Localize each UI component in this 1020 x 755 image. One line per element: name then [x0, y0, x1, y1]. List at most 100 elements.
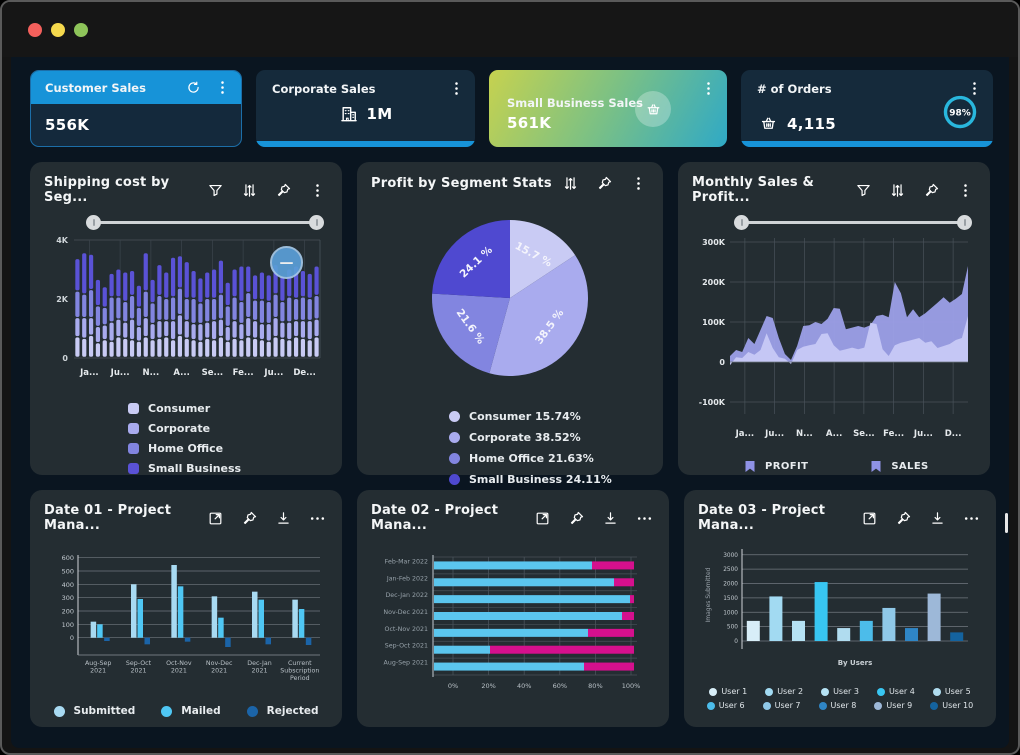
kpi-value: 1M — [366, 105, 393, 123]
kpi-card-header: # of Orders — [741, 70, 993, 96]
svg-text:De...: De... — [293, 368, 316, 378]
legend-item[interactable]: Small Business 24.11% — [449, 473, 649, 486]
legend-item[interactable]: Consumer — [128, 402, 328, 415]
svg-text:0%: 0% — [448, 682, 458, 690]
legend-item[interactable]: User 10 — [930, 701, 973, 710]
slider-handle-right[interactable] — [957, 215, 972, 230]
download-icon[interactable] — [275, 510, 292, 527]
legend-item[interactable]: User 1 — [709, 687, 747, 696]
kpi-card-small-business-sales[interactable]: Small Business Sales 561K — [489, 70, 727, 147]
minimize-button[interactable] — [51, 22, 65, 37]
pin-icon[interactable] — [923, 182, 940, 199]
expand-icon[interactable] — [861, 510, 878, 527]
range-slider[interactable] — [86, 214, 324, 230]
legend-item[interactable]: User 5 — [932, 687, 971, 696]
slider-handle-left[interactable] — [734, 215, 749, 230]
kpi-card-orders[interactable]: # of Orders 4,115 98% — [741, 70, 993, 147]
svg-text:Sep-Oct 2021: Sep-Oct 2021 — [385, 643, 428, 650]
close-button[interactable] — [28, 22, 42, 37]
chart-legend: User 1 User 2 User 3 User 4 User 5 User 6 User… — [698, 687, 982, 710]
svg-text:300: 300 — [62, 594, 74, 602]
legend-item[interactable]: PROFIT — [744, 460, 808, 473]
date03-bar-chart[interactable]: 0 500 1000 1500 2000 2500 3000 Images Submitted… — [698, 541, 982, 681]
shipping-cost-chart[interactable]: 4K 2K 0 Ja... Ju... N... A... Se... Fe... Ju... De… — [44, 230, 328, 392]
svg-text:2500: 2500 — [723, 567, 738, 573]
svg-text:A...: A... — [826, 429, 842, 439]
pin-icon[interactable] — [568, 510, 585, 527]
legend-item[interactable]: Corporate 38.52% — [449, 431, 649, 444]
legend-item[interactable]: Rejected — [246, 705, 318, 717]
kebab-menu-icon[interactable] — [214, 79, 231, 96]
svg-text:Ju...: Ju... — [764, 429, 784, 439]
filter-icon[interactable] — [855, 182, 872, 199]
legend-item[interactable]: User 8 — [818, 701, 856, 710]
panel-toolbar — [207, 182, 328, 199]
slider-handle-right[interactable] — [309, 215, 324, 230]
legend-item[interactable]: User 4 — [876, 687, 915, 696]
svg-text:N...: N... — [142, 368, 159, 378]
expand-icon[interactable] — [207, 510, 224, 527]
filter-icon[interactable] — [207, 182, 224, 199]
legend-item[interactable]: User 3 — [821, 687, 859, 696]
kpi-card-customer-sales[interactable]: Customer Sales 556K — [30, 70, 242, 147]
svg-text:Nov-Dec 2021: Nov-Dec 2021 — [383, 609, 428, 616]
legend-item[interactable]: User 6 — [706, 701, 745, 710]
zoom-button[interactable] — [74, 22, 88, 37]
download-icon[interactable] — [929, 510, 946, 527]
sliders-icon[interactable] — [562, 175, 579, 192]
date02-hbar-chart[interactable]: 0% 20% 40% 60% 80% 100% Feb-Mar 2022 Jan-Feb 20… — [371, 549, 655, 717]
pin-icon[interactable] — [596, 175, 613, 192]
legend-item[interactable]: Submitted — [53, 705, 135, 717]
legend-item[interactable]: Small Business — [128, 462, 328, 475]
legend-item[interactable]: User 2 — [765, 687, 803, 696]
date01-bar-chart[interactable]: 0 100 200 300 400 500 600 Aug-Sep 2021 Sep-Oct 202… — [44, 549, 328, 701]
legend-item[interactable]: Home Office 21.63% — [449, 452, 649, 465]
sliders-icon[interactable] — [889, 182, 906, 199]
svg-text:0: 0 — [734, 639, 738, 645]
panel-toolbar — [861, 510, 982, 527]
kebab-menu-icon[interactable] — [448, 80, 465, 97]
monthly-sales-profit-chart[interactable]: 300K 200K 100K 0 -100K Ja... Ju... N... A... Se..… — [692, 230, 976, 458]
kpi-title: Corporate Sales — [272, 82, 376, 96]
zoom-out-button[interactable]: — — [270, 246, 303, 279]
charts-row-1: Shipping cost by Seg... 4K 2K 0 Ja... Ju... N… — [30, 162, 990, 486]
slider-handle-left[interactable] — [86, 215, 101, 230]
titlebar — [2, 2, 1018, 57]
ellipsis-icon[interactable] — [636, 510, 653, 527]
kebab-menu-icon[interactable] — [966, 80, 983, 97]
pin-icon[interactable] — [275, 182, 292, 199]
kpi-card-corporate-sales[interactable]: Corporate Sales 1M — [256, 70, 475, 147]
panel-date02: Date 02 - Project Mana... 0% 20% 40% 60% 80%… — [357, 490, 669, 727]
sliders-icon[interactable] — [241, 182, 258, 199]
pin-icon[interactable] — [241, 510, 258, 527]
legend-item[interactable]: SALES — [870, 460, 928, 473]
profit-pie-chart[interactable]: 15.7 %38.5 %21.6 %24.1 % — [405, 198, 615, 398]
svg-text:40%: 40% — [517, 682, 531, 690]
kebab-icon[interactable] — [630, 175, 647, 192]
legend-item[interactable]: User 9 — [874, 701, 912, 710]
kebab-icon[interactable] — [309, 182, 326, 199]
legend-item[interactable]: Consumer 15.74% — [449, 410, 649, 423]
legend-item[interactable]: Mailed — [161, 705, 221, 717]
chart-legend: Consumer 15.74% Corporate 38.52% Home Offi… — [449, 410, 649, 486]
ellipsis-icon[interactable] — [309, 510, 326, 527]
download-icon[interactable] — [602, 510, 619, 527]
legend-item[interactable]: Home Office — [128, 442, 328, 455]
legend-item[interactable]: User 7 — [762, 701, 801, 710]
ellipsis-icon[interactable] — [963, 510, 980, 527]
kpi-title: # of Orders — [757, 82, 832, 96]
pin-icon[interactable] — [895, 510, 912, 527]
svg-text:Dec-Jan 2022: Dec-Jan 2022 — [385, 592, 428, 599]
expand-icon[interactable] — [534, 510, 551, 527]
scrollbar-thumb[interactable] — [1005, 513, 1008, 533]
range-slider[interactable] — [734, 214, 972, 230]
kebab-menu-icon[interactable] — [700, 80, 717, 97]
svg-text:1500: 1500 — [723, 596, 738, 602]
panel-title: Shipping cost by Seg... — [44, 175, 170, 205]
panel-title: Profit by Segment Stats — [371, 176, 552, 191]
legend-item[interactable]: Corporate — [128, 422, 328, 435]
kebab-icon[interactable] — [957, 182, 974, 199]
